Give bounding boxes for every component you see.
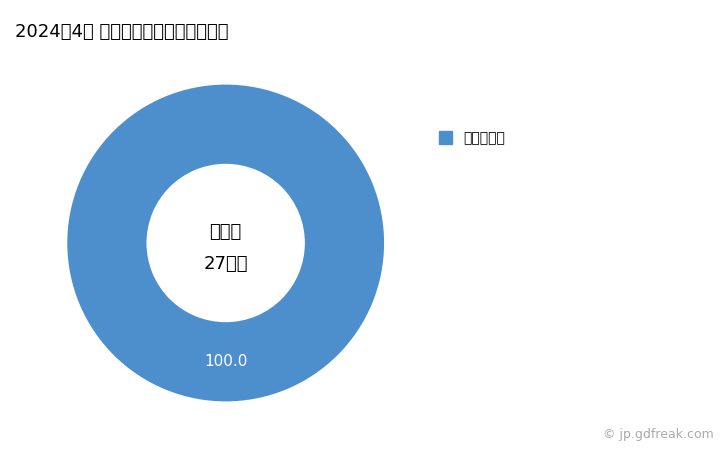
Text: 27万円: 27万円 bbox=[203, 255, 248, 273]
Legend: スリランカ: スリランカ bbox=[438, 131, 505, 145]
Text: 2024年4月 輸出相手国のシェア（％）: 2024年4月 輸出相手国のシェア（％） bbox=[15, 22, 228, 40]
Text: 100.0: 100.0 bbox=[204, 354, 248, 369]
Text: © jp.gdfreak.com: © jp.gdfreak.com bbox=[603, 428, 713, 441]
Wedge shape bbox=[67, 85, 384, 401]
Text: 総　額: 総 額 bbox=[210, 223, 242, 241]
